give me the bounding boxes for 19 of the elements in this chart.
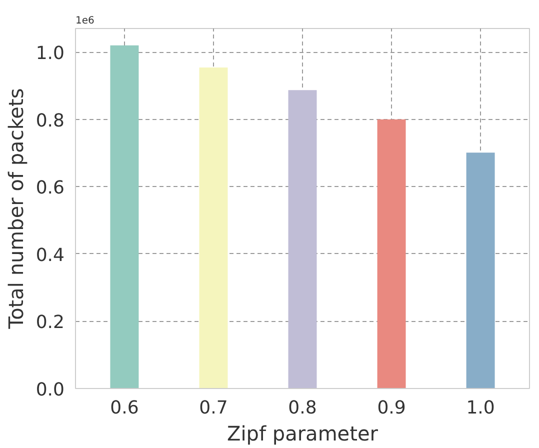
bar [288, 90, 317, 388]
y-tick-label: 0.0 [36, 380, 65, 400]
bar [110, 45, 139, 388]
x-tick-label: 0.7 [199, 398, 228, 418]
x-tick-label: 0.8 [288, 398, 317, 418]
x-tick-label: 0.6 [110, 398, 139, 418]
y-tick-label: 0.8 [36, 110, 65, 132]
y-tick-label: 0.2 [36, 312, 65, 334]
y-axis-title: Total number of packets [4, 88, 28, 330]
bar [199, 68, 228, 388]
text: 1e6 [76, 16, 94, 26]
x-tick-label: 1.0 [466, 398, 495, 418]
x-tick-label: 0.9 [377, 398, 406, 418]
y-tick-label: 0.6 [36, 178, 65, 199]
x-axis-title: Zipf parameter [227, 422, 379, 446]
bar [377, 119, 406, 388]
y-tick-label: 0.4 [36, 244, 65, 266]
bar [466, 152, 495, 388]
y-tick-label: 1.0 [36, 43, 65, 64]
